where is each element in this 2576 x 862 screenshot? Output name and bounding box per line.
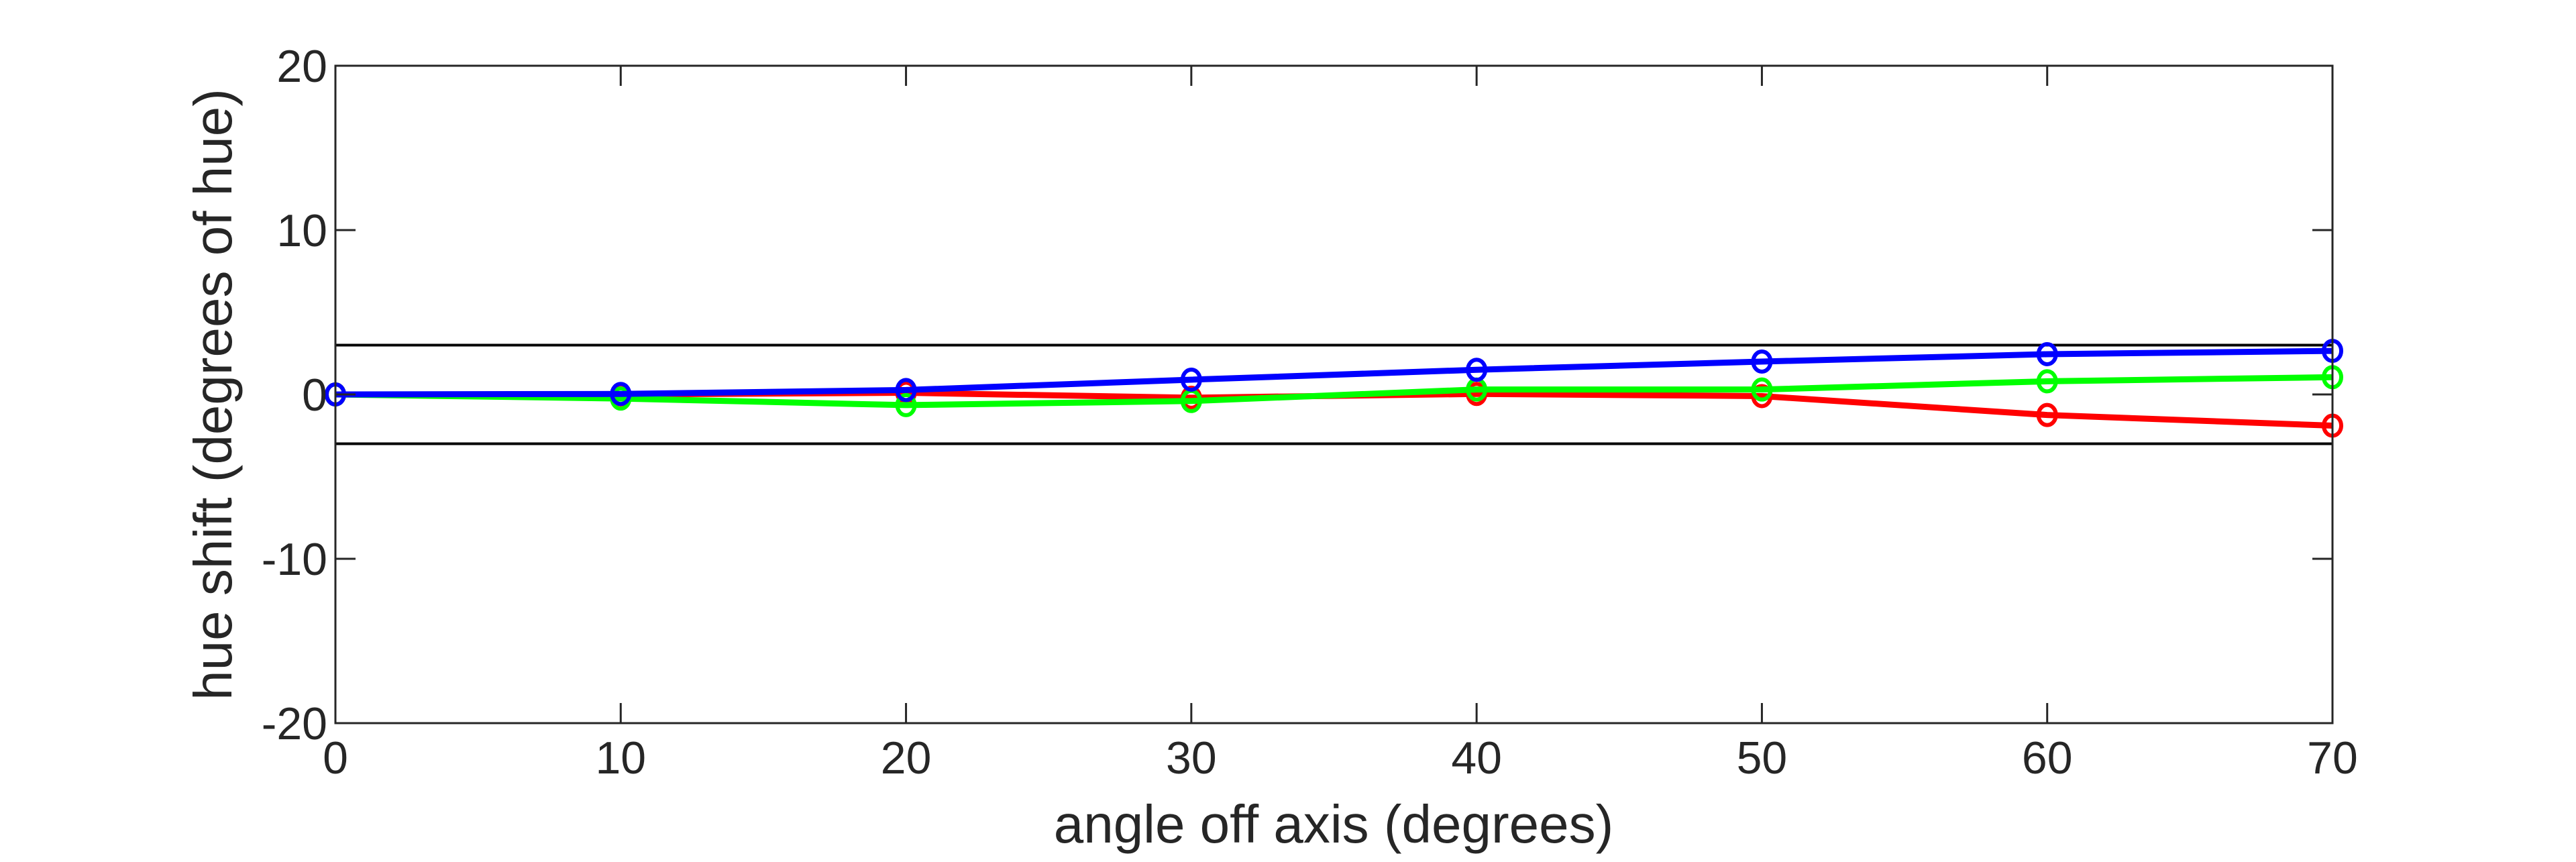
x-axis-label: angle off axis (degrees) <box>1054 794 1614 854</box>
data-point-marker <box>895 378 917 402</box>
data-point-marker <box>1751 349 1773 374</box>
y-axis-label: hue shift (degrees of hue) <box>183 89 243 700</box>
data-point-marker <box>2036 341 2058 366</box>
data-point-marker <box>1180 367 1202 392</box>
data-point-marker <box>1751 377 1773 402</box>
data-point-marker <box>2036 369 2058 394</box>
x-tick-label: 60 <box>2022 733 2073 784</box>
x-tick-label: 40 <box>1451 733 1502 784</box>
y-tick-label: 10 <box>276 205 327 256</box>
data-point-marker <box>610 382 632 407</box>
series-line <box>335 374 2333 409</box>
x-tick-label: 10 <box>595 733 646 784</box>
y-tick-label: 20 <box>276 41 327 92</box>
data-point-marker <box>1466 358 1488 382</box>
series-group <box>325 339 2343 438</box>
data-point-marker <box>895 392 917 417</box>
x-tick-label: 20 <box>881 733 932 784</box>
x-tick-label: 0 <box>323 733 348 784</box>
reference-lines <box>335 343 2332 445</box>
data-point-marker <box>2036 402 2058 427</box>
x-tick-label: 30 <box>1166 733 1217 784</box>
y-tick-label: -10 <box>262 534 327 585</box>
y-tick-label: 0 <box>302 370 327 421</box>
ticks: 0 10 20 30 40 50 60 70 -20 -10 0 10 20 <box>262 41 2358 784</box>
x-tick-label: 70 <box>2307 733 2358 784</box>
y-tick-label: -20 <box>262 698 327 749</box>
x-tick-label: 50 <box>1737 733 1788 784</box>
series-line <box>335 347 2333 398</box>
